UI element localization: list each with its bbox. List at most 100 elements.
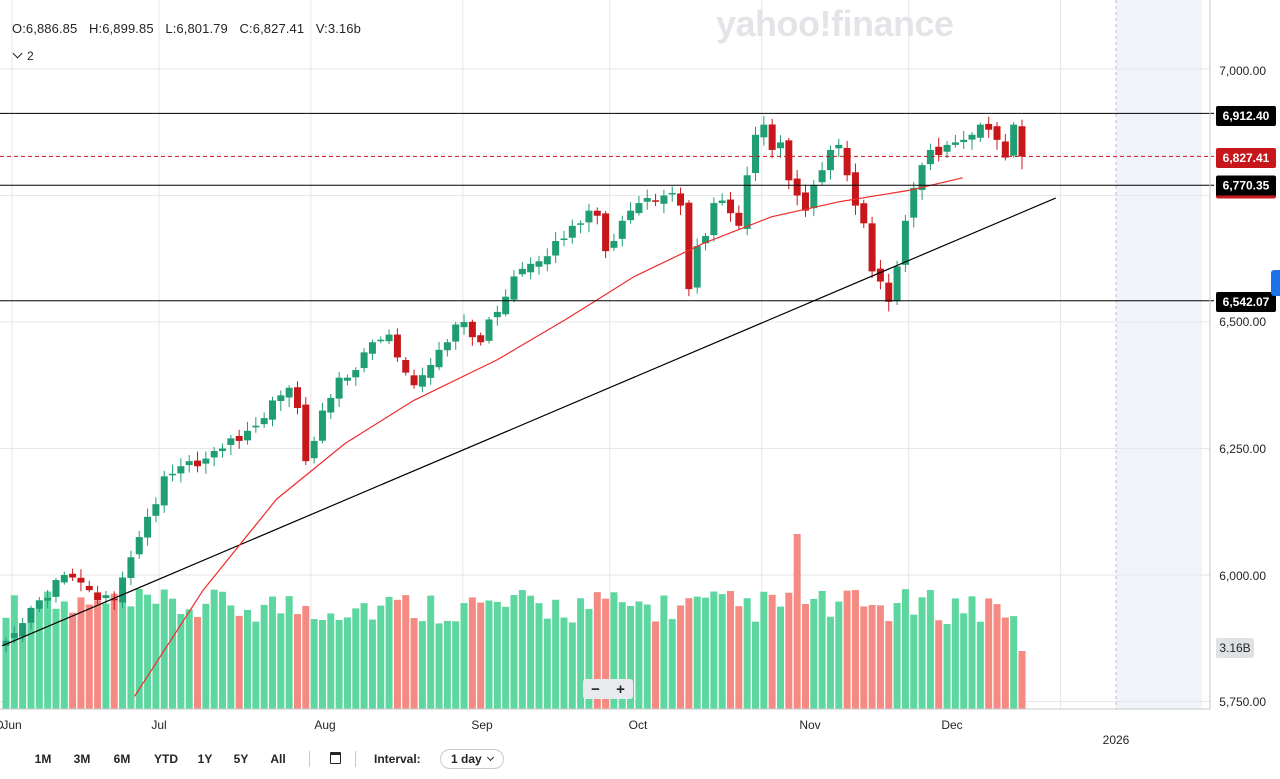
future-area-shade (1116, 0, 1202, 709)
candle-body (527, 263, 535, 273)
zoom-out-button[interactable]: − (591, 680, 600, 698)
range-ytd[interactable]: YTD (154, 752, 178, 766)
volume-bar (993, 604, 1001, 709)
candle-body (52, 580, 60, 597)
candle-body (85, 585, 93, 591)
volume-bar (793, 534, 801, 709)
candle-body (851, 172, 859, 206)
candle-body (60, 575, 68, 583)
studies-toggle[interactable]: 2 (12, 48, 34, 63)
x-tick-label: Nov (799, 718, 821, 732)
volume-bar (727, 590, 735, 709)
range-1m[interactable]: 1M (34, 752, 52, 766)
volume-bar (985, 598, 993, 709)
volume-bar (643, 604, 651, 709)
y-tick-label: 6,250.00 (1219, 442, 1266, 456)
volume-bar (252, 621, 260, 709)
volume-bar (343, 617, 351, 709)
candle-body (343, 377, 351, 381)
current-price-tag: 6,827.41 (1216, 148, 1276, 168)
volume-bar (219, 591, 227, 709)
candle-body (468, 321, 476, 338)
range-3m[interactable]: 3M (73, 752, 91, 766)
candle-body (610, 241, 618, 248)
chevron-down-icon (486, 753, 494, 762)
candle-body (801, 192, 809, 211)
candle-body (552, 241, 560, 256)
candle-body (776, 142, 784, 149)
volume-bar (385, 596, 393, 709)
candle-body (352, 370, 360, 378)
volume-bar (102, 603, 110, 709)
range-5y[interactable]: 5Y (233, 752, 249, 766)
candle-body (385, 334, 393, 342)
candle-body (418, 375, 426, 387)
zoom-controls: − + (583, 679, 633, 699)
volume-bar (577, 598, 585, 709)
studies-count: 2 (27, 49, 34, 63)
volume-bar (460, 603, 468, 709)
volume-bar (602, 598, 610, 709)
volume-bar (477, 602, 485, 709)
toolbar-divider (355, 751, 356, 767)
candle-body (27, 607, 35, 623)
interval-select[interactable]: 1 day (440, 749, 504, 769)
volume-bar (160, 589, 168, 709)
zoom-in-button[interactable]: + (616, 680, 625, 698)
side-panel-toggle[interactable] (1271, 270, 1280, 296)
candle-body (618, 220, 626, 239)
candle-body (543, 256, 551, 265)
candle-body (910, 187, 918, 218)
volume-bar (552, 599, 560, 709)
candle-body (935, 146, 943, 156)
volume-bar (593, 592, 601, 709)
volume-bar (19, 623, 27, 709)
volume-bar (1010, 616, 1018, 709)
candle-body (135, 537, 143, 555)
candle-body (876, 268, 884, 282)
volume-bar (543, 618, 551, 709)
candle-body (219, 448, 227, 451)
candle-body (293, 387, 301, 409)
x-tick-label: Dec (941, 718, 963, 732)
candle-body (652, 200, 660, 202)
candle-body (393, 334, 401, 358)
volume-bar (901, 589, 909, 709)
candle-body (443, 342, 451, 351)
candle-body (901, 220, 909, 265)
volume-bar (776, 606, 784, 709)
volume-bar (1018, 651, 1026, 709)
volume-bar (868, 604, 876, 709)
candle-body (185, 461, 193, 466)
volume-bar (194, 616, 202, 709)
candle-body (160, 476, 168, 506)
calendar-icon[interactable] (330, 752, 341, 764)
range-6m[interactable]: 6M (113, 752, 131, 766)
candle-body (1010, 124, 1018, 156)
volume-bar (44, 591, 52, 709)
candle-body (1001, 141, 1009, 158)
volume-bar (418, 621, 426, 709)
volume-bar (918, 597, 926, 709)
volume-bar (585, 608, 593, 709)
volume-bar (518, 590, 526, 709)
support-mid-price-tag: 6,770.35 (1216, 175, 1276, 199)
range-1y[interactable]: 1Y (197, 752, 213, 766)
candle-body (668, 192, 676, 195)
candle-body (735, 212, 743, 226)
candle-body (810, 185, 818, 209)
x-tick-label: Oct (628, 718, 648, 732)
volume-bar (2, 617, 10, 709)
candle-body (968, 134, 976, 140)
candle-body (69, 573, 77, 578)
candle-body (318, 410, 326, 441)
candle-body (818, 170, 826, 183)
candle-body (44, 597, 52, 601)
close-value: C:6,827.41 (239, 21, 305, 36)
range-all[interactable]: All (270, 752, 286, 766)
candle-body (826, 149, 834, 171)
volume-bar (310, 619, 318, 709)
volume-bar (735, 606, 743, 709)
candle-body (335, 377, 343, 399)
